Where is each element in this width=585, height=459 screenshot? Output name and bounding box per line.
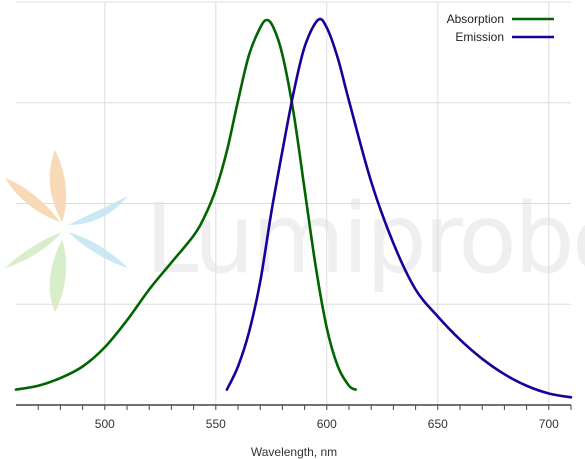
axes: [16, 404, 572, 410]
legend: Absorption Emission: [447, 12, 554, 44]
x-tick-label: 550: [206, 417, 226, 431]
series-line-emission: [225, 17, 573, 399]
x-tick-label: 650: [428, 417, 448, 431]
series-layer: [14, 17, 573, 399]
x-tick-label: 600: [317, 417, 337, 431]
lumiprobe-logo-icon: [5, 150, 128, 312]
x-axis-title: Wavelength, nm: [251, 445, 337, 459]
tick-labels: 500 550 600 650 700: [95, 417, 559, 431]
watermark-brand-text: Lumiprobe: [145, 183, 585, 295]
legend-label-absorption: Absorption: [447, 12, 504, 26]
legend-label-emission: Emission: [455, 30, 504, 44]
x-tick-label: 700: [539, 417, 559, 431]
grid: [16, 1, 571, 405]
x-tick-label: 500: [95, 417, 115, 431]
series-line-absorption: [14, 18, 357, 391]
lumiprobe-watermark: Lumiprobe: [5, 150, 585, 312]
